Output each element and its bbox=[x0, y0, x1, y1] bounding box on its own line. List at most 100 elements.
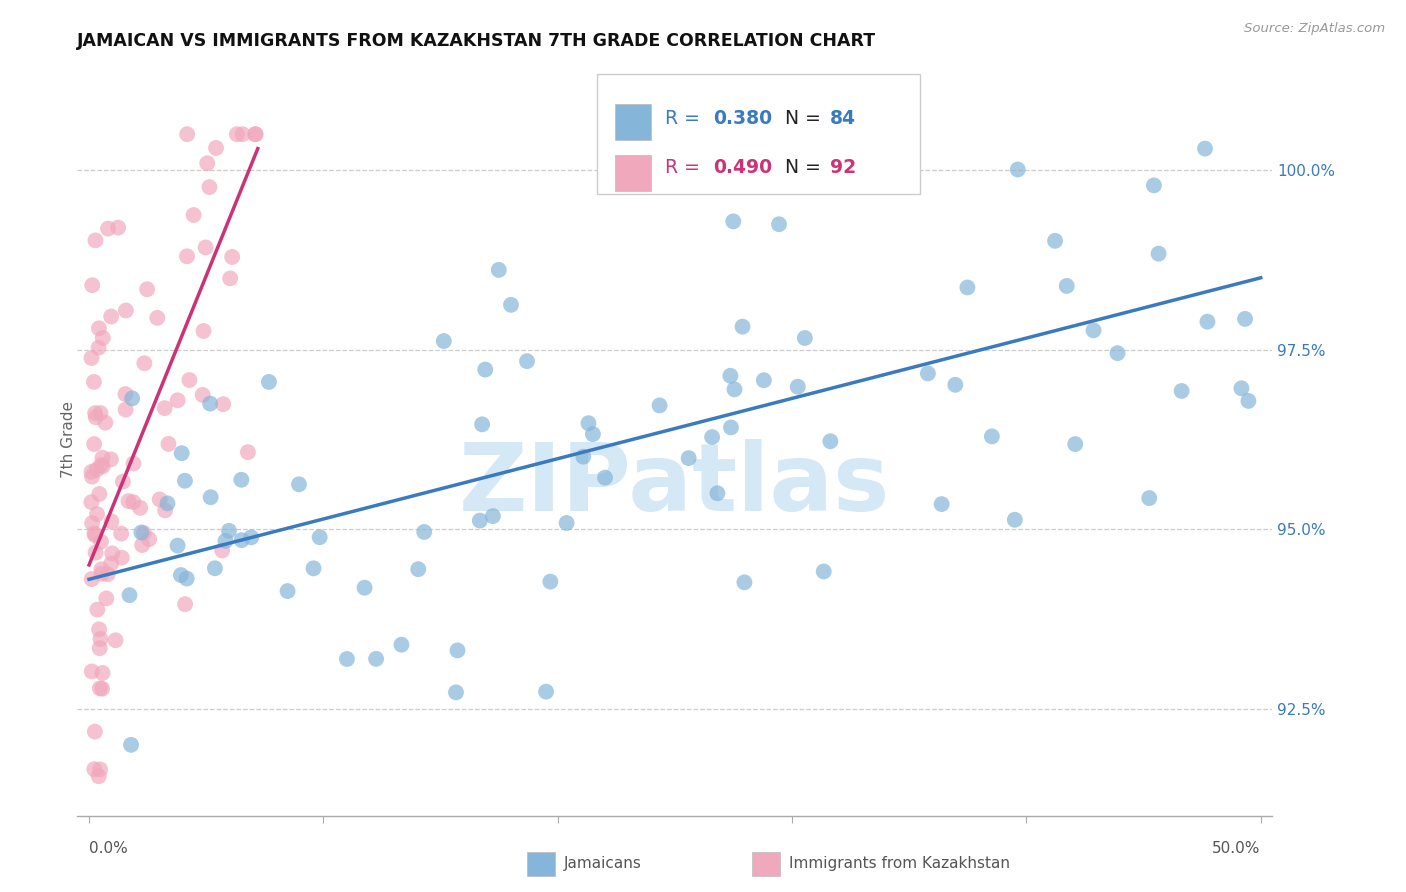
FancyBboxPatch shape bbox=[598, 74, 920, 194]
Point bbox=[1230, 381, 1253, 395]
Text: 0.0%: 0.0% bbox=[89, 841, 128, 856]
Point bbox=[678, 451, 700, 466]
Point bbox=[107, 220, 129, 235]
Point bbox=[205, 141, 228, 155]
Point bbox=[1107, 346, 1129, 360]
Text: 84: 84 bbox=[831, 109, 856, 128]
Y-axis label: 7th Grade: 7th Grade bbox=[62, 401, 76, 478]
Point bbox=[89, 406, 111, 420]
Point bbox=[115, 303, 138, 318]
Text: Jamaicans: Jamaicans bbox=[564, 856, 641, 871]
Text: R =: R = bbox=[665, 109, 706, 128]
Point bbox=[183, 208, 205, 222]
Point bbox=[89, 487, 111, 501]
Point bbox=[87, 341, 110, 355]
Text: ZIPatlas: ZIPatlas bbox=[460, 439, 890, 531]
Point bbox=[146, 310, 169, 325]
Point bbox=[214, 533, 236, 548]
Point bbox=[80, 495, 103, 509]
Point bbox=[84, 406, 107, 420]
Point bbox=[100, 452, 122, 467]
Point bbox=[176, 249, 198, 263]
Point bbox=[89, 632, 111, 646]
Point bbox=[87, 321, 110, 335]
Text: 0.490: 0.490 bbox=[713, 158, 772, 178]
Point bbox=[257, 375, 280, 389]
Point bbox=[406, 562, 429, 576]
Point bbox=[86, 507, 108, 521]
Point bbox=[114, 402, 136, 417]
Point bbox=[170, 446, 193, 460]
Point bbox=[84, 233, 107, 247]
Point bbox=[931, 497, 953, 511]
Text: JAMAICAN VS IMMIGRANTS FROM KAZAKHSTAN 7TH GRADE CORRELATION CHART: JAMAICAN VS IMMIGRANTS FROM KAZAKHSTAN 7… bbox=[77, 32, 876, 50]
Point bbox=[194, 240, 217, 254]
Point bbox=[706, 486, 728, 500]
Point bbox=[538, 574, 561, 589]
Point bbox=[1143, 178, 1166, 193]
Point bbox=[534, 684, 557, 698]
Point bbox=[94, 416, 117, 430]
Point bbox=[91, 331, 114, 345]
Point bbox=[231, 533, 253, 548]
Point bbox=[83, 526, 105, 541]
Point bbox=[943, 377, 966, 392]
Point bbox=[157, 437, 180, 451]
Point bbox=[768, 217, 790, 231]
Point bbox=[593, 470, 616, 484]
Point bbox=[353, 581, 375, 595]
Point bbox=[723, 382, 745, 396]
Point bbox=[86, 462, 108, 476]
Point bbox=[174, 597, 197, 611]
Point bbox=[917, 367, 939, 381]
Point bbox=[84, 546, 107, 560]
Point bbox=[218, 524, 240, 538]
Point bbox=[153, 401, 176, 416]
Point bbox=[956, 280, 979, 294]
Point bbox=[89, 641, 111, 656]
Text: 50.0%: 50.0% bbox=[1212, 841, 1261, 856]
Point bbox=[111, 550, 134, 565]
Point bbox=[752, 373, 775, 387]
Point bbox=[100, 515, 122, 529]
Point bbox=[80, 665, 103, 679]
Point bbox=[82, 278, 104, 293]
Point bbox=[488, 263, 510, 277]
Text: Source: ZipAtlas.com: Source: ZipAtlas.com bbox=[1244, 22, 1385, 36]
Point bbox=[820, 434, 842, 449]
Point bbox=[82, 516, 104, 530]
Point bbox=[733, 575, 755, 590]
Point bbox=[83, 724, 105, 739]
Point bbox=[86, 602, 108, 616]
Point bbox=[723, 214, 745, 228]
Point bbox=[174, 474, 197, 488]
Point bbox=[446, 643, 468, 657]
Point bbox=[1043, 234, 1066, 248]
Point bbox=[471, 417, 494, 432]
Point bbox=[1237, 393, 1260, 408]
Point bbox=[90, 534, 112, 549]
Point bbox=[91, 450, 114, 465]
Point bbox=[1194, 142, 1216, 156]
Point bbox=[110, 526, 132, 541]
Point bbox=[114, 387, 136, 401]
Point bbox=[236, 445, 259, 459]
Point bbox=[232, 127, 254, 141]
Point bbox=[136, 282, 159, 296]
FancyBboxPatch shape bbox=[616, 154, 651, 191]
Point bbox=[288, 477, 311, 491]
Point bbox=[111, 475, 134, 489]
Point bbox=[166, 539, 188, 553]
Point bbox=[129, 500, 152, 515]
Point bbox=[100, 310, 122, 324]
Point bbox=[720, 420, 742, 434]
Point bbox=[240, 530, 263, 544]
Point bbox=[1197, 315, 1219, 329]
Point bbox=[869, 143, 891, 157]
Point bbox=[84, 528, 107, 542]
Point bbox=[198, 396, 221, 410]
Point bbox=[134, 356, 156, 370]
Point bbox=[80, 351, 103, 365]
Text: N =: N = bbox=[785, 158, 827, 178]
Text: 92: 92 bbox=[831, 158, 856, 178]
